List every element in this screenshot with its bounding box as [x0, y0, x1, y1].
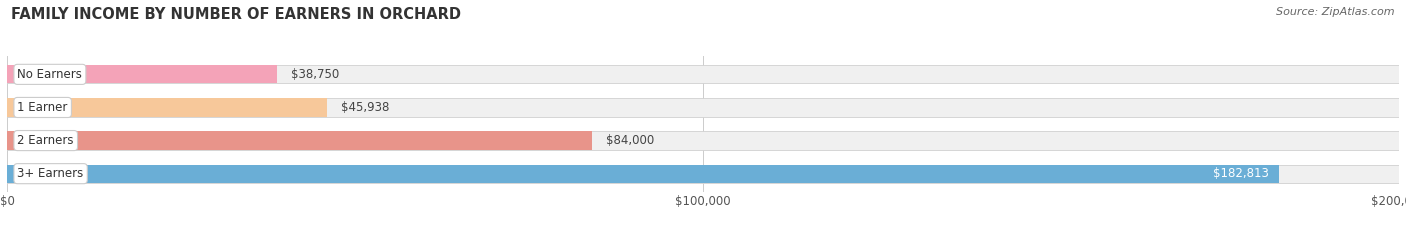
- Bar: [7, 132, 592, 150]
- Bar: [7, 165, 1279, 183]
- Text: FAMILY INCOME BY NUMBER OF EARNERS IN ORCHARD: FAMILY INCOME BY NUMBER OF EARNERS IN OR…: [11, 7, 461, 22]
- Bar: [7, 65, 1399, 84]
- Text: 3+ Earners: 3+ Earners: [17, 167, 84, 180]
- Text: $45,938: $45,938: [340, 101, 389, 114]
- Bar: [7, 98, 326, 117]
- Bar: [7, 65, 277, 84]
- Text: $182,813: $182,813: [1213, 167, 1268, 180]
- Bar: [7, 132, 1399, 150]
- Text: 1 Earner: 1 Earner: [17, 101, 67, 114]
- Text: $38,750: $38,750: [291, 68, 339, 81]
- Text: 2 Earners: 2 Earners: [17, 134, 75, 147]
- Bar: [7, 98, 1399, 117]
- Text: $84,000: $84,000: [606, 134, 654, 147]
- Bar: [7, 165, 1399, 183]
- Text: Source: ZipAtlas.com: Source: ZipAtlas.com: [1277, 7, 1395, 17]
- Text: No Earners: No Earners: [17, 68, 83, 81]
